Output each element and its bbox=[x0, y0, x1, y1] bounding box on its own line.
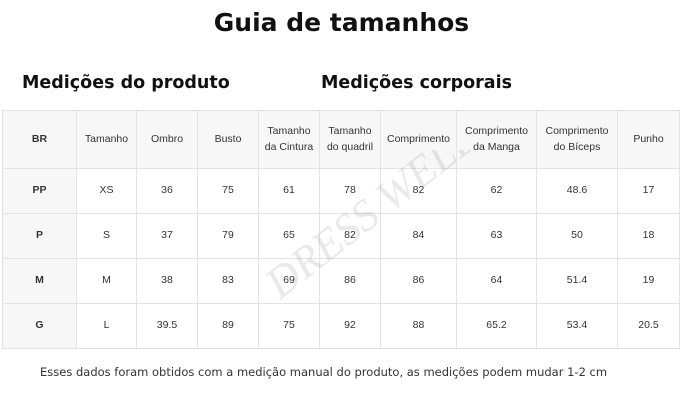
table-cell: 53.4 bbox=[536, 303, 618, 349]
size-chart-table: BR Tamanho Ombro Busto Tamanho da Cintura Tam… bbox=[2, 110, 680, 349]
column-header: Tamanho da Cintura bbox=[258, 110, 320, 169]
table-cell: S bbox=[76, 213, 137, 259]
table-cell: 86 bbox=[319, 258, 381, 304]
table-cell: M bbox=[76, 258, 137, 304]
column-header: Comprimento da Manga bbox=[456, 110, 537, 169]
page-title: Guia de tamanhos bbox=[213, 8, 470, 37]
table-cell: 62 bbox=[456, 168, 537, 214]
table-cell: 48.6 bbox=[536, 168, 618, 214]
table-cell: 39.5 bbox=[136, 303, 198, 349]
table-cell: 84 bbox=[380, 213, 457, 259]
product-measurements-heading: Medições do produto bbox=[22, 73, 230, 93]
column-header: Punho bbox=[617, 110, 680, 169]
table-cell: 17 bbox=[617, 168, 680, 214]
table-row: P S 37 79 65 82 84 63 50 18 bbox=[2, 213, 680, 259]
table-header-row: BR Tamanho Ombro Busto Tamanho da Cintura Tam… bbox=[2, 110, 680, 169]
table-cell: 38 bbox=[136, 258, 198, 304]
table-row: M M 38 83 69 86 86 64 51.4 19 bbox=[2, 258, 680, 304]
table-cell: 50 bbox=[536, 213, 618, 259]
measurement-footnote: Esses dados foram obtidos com a medição … bbox=[40, 365, 608, 379]
table-cell: 89 bbox=[197, 303, 259, 349]
table-cell: 61 bbox=[258, 168, 320, 214]
table-cell: 63 bbox=[456, 213, 537, 259]
column-header: Comprimento bbox=[380, 110, 457, 169]
table-cell: 20.5 bbox=[617, 303, 680, 349]
column-header: Tamanho bbox=[76, 110, 137, 169]
table-cell: 37 bbox=[136, 213, 198, 259]
column-header: Tamanho do quadril bbox=[319, 110, 381, 169]
table-cell: 75 bbox=[197, 168, 259, 214]
table-cell: 78 bbox=[319, 168, 381, 214]
body-measurements-heading: Medições corporais bbox=[321, 73, 513, 93]
column-header: Comprimento do Bíceps bbox=[536, 110, 618, 169]
table-cell: 75 bbox=[258, 303, 320, 349]
table-cell: 79 bbox=[197, 213, 259, 259]
column-header: Ombro bbox=[136, 110, 198, 169]
table-row: G L 39.5 89 75 92 88 65.2 53.4 20.5 bbox=[2, 303, 680, 349]
table-cell: 82 bbox=[319, 213, 381, 259]
size-label-cell: M bbox=[2, 258, 77, 304]
table-cell: 86 bbox=[380, 258, 457, 304]
table-cell: 65 bbox=[258, 213, 320, 259]
table-cell: 69 bbox=[258, 258, 320, 304]
size-label-cell: PP bbox=[2, 168, 77, 214]
table-cell: L bbox=[76, 303, 137, 349]
table-cell: 83 bbox=[197, 258, 259, 304]
table-cell: 88 bbox=[380, 303, 457, 349]
table-row: PP XS 36 75 61 78 82 62 48.6 17 bbox=[2, 168, 680, 214]
column-header: BR bbox=[2, 110, 77, 169]
table-cell: 18 bbox=[617, 213, 680, 259]
table-cell: 82 bbox=[380, 168, 457, 214]
size-label-cell: P bbox=[2, 213, 77, 259]
column-header: Busto bbox=[197, 110, 259, 169]
table-cell: 65.2 bbox=[456, 303, 537, 349]
size-label-cell: G bbox=[2, 303, 77, 349]
table-cell: 92 bbox=[319, 303, 381, 349]
table-cell: 36 bbox=[136, 168, 198, 214]
table-cell: 51.4 bbox=[536, 258, 618, 304]
table-cell: 64 bbox=[456, 258, 537, 304]
table-cell: 19 bbox=[617, 258, 680, 304]
table-cell: XS bbox=[76, 168, 137, 214]
